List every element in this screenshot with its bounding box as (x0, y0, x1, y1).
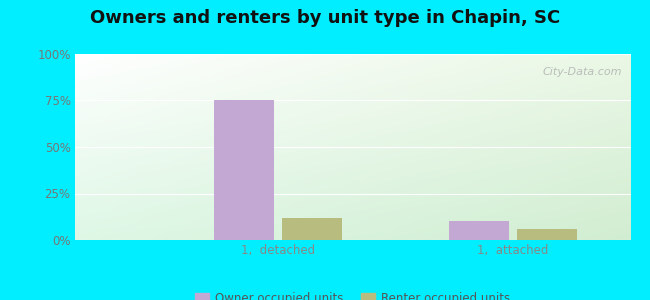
Text: City-Data.com: City-Data.com (543, 67, 622, 77)
Text: Owners and renters by unit type in Chapin, SC: Owners and renters by unit type in Chapi… (90, 9, 560, 27)
Legend: Owner occupied units, Renter occupied units: Owner occupied units, Renter occupied un… (190, 287, 515, 300)
Bar (214, 100, 274, 240)
Bar (282, 218, 342, 240)
Bar (517, 229, 577, 240)
Bar (448, 221, 509, 240)
